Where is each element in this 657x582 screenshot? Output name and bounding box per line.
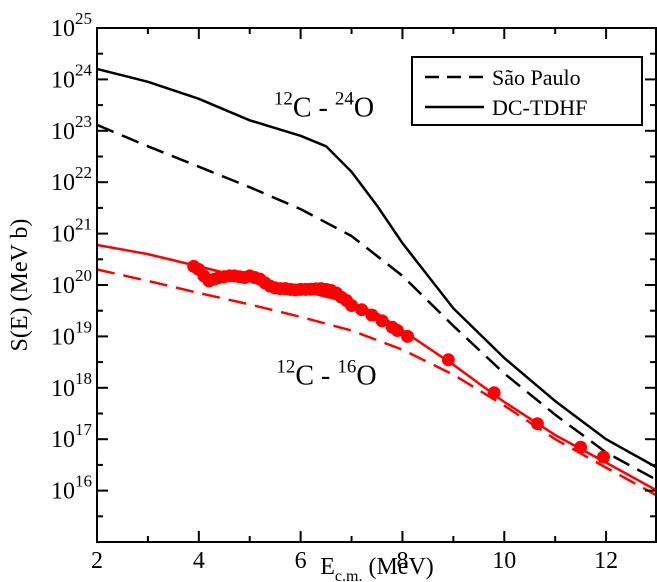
y-tick-exponent: 22: [75, 163, 92, 182]
y-tick-exponent: 17: [75, 420, 93, 439]
y-tick-label: 10: [51, 67, 75, 93]
y-tick-exponent: 24: [75, 60, 93, 79]
legend-box: [411, 56, 643, 126]
data-point-c12-o16: [487, 386, 501, 400]
y-tick-exponent: 21: [75, 215, 92, 234]
data-point-c12-o16: [441, 353, 455, 367]
series-line-c12-o16-s-o-paulo: [97, 268, 657, 497]
series-line-c12-o24-dc-tdhf: [97, 67, 657, 469]
plot-frame: [96, 27, 657, 543]
y-axis-label: S(E) (MeV b): [7, 219, 33, 352]
y-tick-exponent: 23: [75, 112, 92, 131]
x-tick-label: 12: [594, 548, 618, 574]
legend-label-dc-tdhf: DC-TDHF: [492, 95, 587, 120]
y-tick-label: 10: [51, 479, 75, 505]
data-point-c12-o16: [345, 299, 358, 312]
data-point-c12-o16: [390, 324, 404, 337]
data-point-c12-o16: [597, 450, 610, 464]
x-tick-label: 6: [295, 548, 307, 574]
data-point-c12-o16: [375, 314, 389, 328]
x-tick-label: 8: [396, 548, 408, 574]
y-tick-label: 10: [51, 222, 75, 248]
data-point-c12-o16: [530, 417, 544, 431]
data-point-c12-o16: [401, 329, 414, 343]
y-tick-label: 10: [51, 16, 75, 42]
x-tick-label: 4: [193, 548, 205, 574]
y-tick-exponent: 25: [75, 9, 92, 28]
y-tick-exponent: 19: [75, 317, 92, 336]
series-line-c12-o24-s-o-paulo: [97, 123, 657, 482]
y-tick-label: 10: [51, 324, 75, 350]
legend-label-sao-paulo: São Paulo: [492, 65, 581, 90]
y-tick-label: 10: [51, 427, 75, 453]
y-tick-label: 10: [51, 273, 75, 299]
annotation-c12-o24: 12C - 24O: [274, 88, 374, 123]
x-axis-label: Ec.m. (MeV): [320, 554, 434, 582]
y-tick-exponent: 16: [75, 472, 92, 491]
y-tick-label: 10: [51, 376, 75, 402]
plot-marks: [97, 67, 657, 497]
series-line-c12-o16-dc-tdhf: [97, 243, 657, 492]
y-tick-exponent: 18: [75, 369, 92, 388]
y-tick-label: 10: [51, 170, 75, 196]
x-tick-label: 2: [91, 548, 103, 574]
x-tick-label: 10: [492, 548, 516, 574]
data-point-c12-o16: [355, 303, 369, 317]
data-point-c12-o16: [365, 308, 379, 322]
y-tick-label: 10: [51, 119, 75, 145]
y-tick-exponent: 20: [75, 266, 92, 285]
annotation-c12-o16: 12C - 16O: [276, 357, 376, 392]
legend: São Paulo DC-TDHF: [411, 56, 643, 126]
data-point-c12-o16: [574, 440, 588, 454]
